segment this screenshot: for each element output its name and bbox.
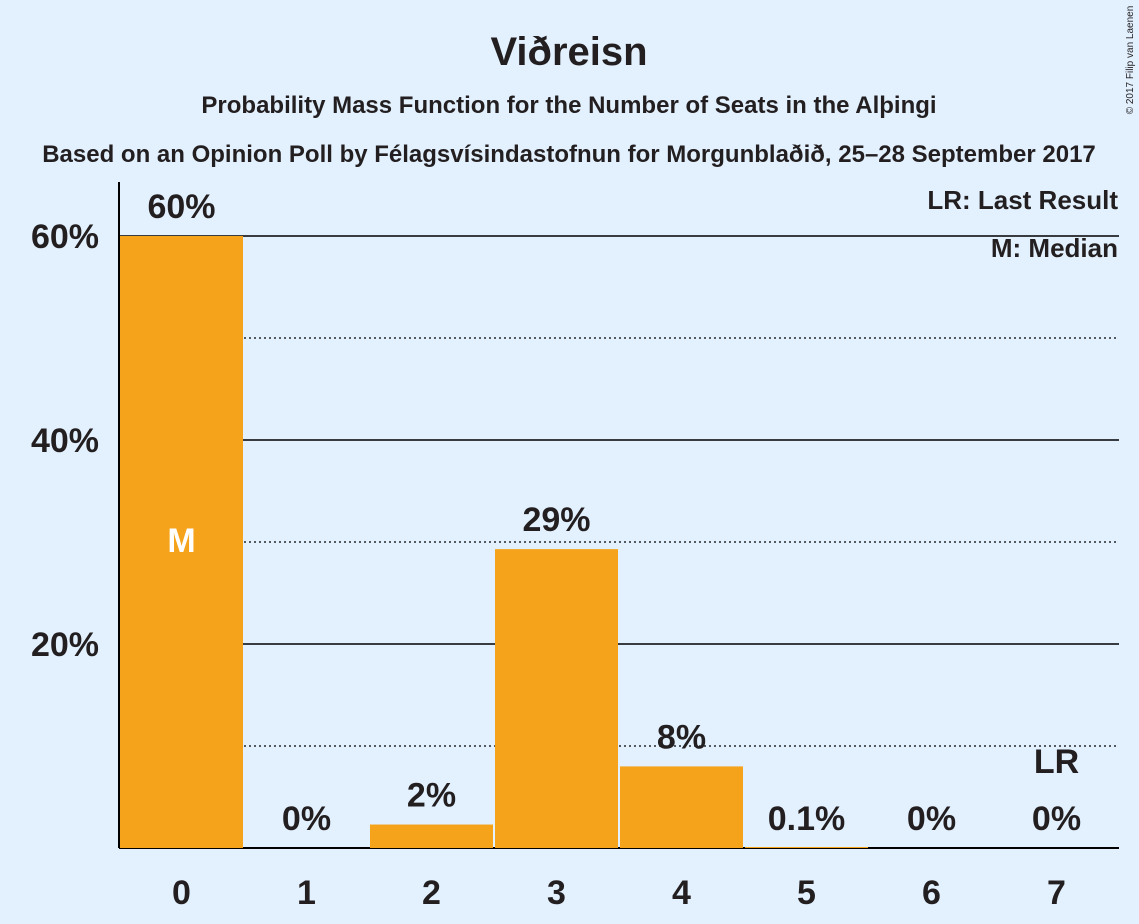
x-tick-5: 5 bbox=[797, 874, 816, 912]
annotations: M LR bbox=[167, 522, 1079, 781]
last-result-marker: LR bbox=[1034, 743, 1079, 781]
legend-last-result: LR: Last Result bbox=[927, 185, 1118, 215]
bar-4 bbox=[620, 766, 743, 848]
y-tick-40: 40% bbox=[31, 422, 99, 460]
bar-3 bbox=[495, 549, 618, 848]
bars bbox=[120, 236, 868, 848]
bar-label-0: 60% bbox=[147, 188, 215, 226]
x-tick-2: 2 bbox=[422, 874, 441, 912]
y-tick-20: 20% bbox=[31, 626, 99, 664]
y-tick-labels: 20% 40% 60% bbox=[31, 218, 99, 664]
y-tick-60: 60% bbox=[31, 218, 99, 256]
x-tick-6: 6 bbox=[922, 874, 941, 912]
x-tick-1: 1 bbox=[297, 874, 316, 912]
bar-2 bbox=[370, 824, 493, 848]
bar-0 bbox=[120, 236, 243, 848]
bar-label-1: 0% bbox=[282, 800, 331, 838]
median-marker: M bbox=[167, 522, 195, 560]
bar-label-5: 0.1% bbox=[768, 800, 846, 838]
gridlines bbox=[119, 235, 1119, 747]
copyright-notice: © 2017 Filip van Laenen bbox=[1125, 6, 1136, 115]
axes bbox=[118, 182, 1119, 849]
bar-label-6: 0% bbox=[907, 800, 956, 838]
bar-value-labels: 60% 0% 2% 29% 8% 0.1% 0% 0% bbox=[147, 188, 1081, 838]
bar-label-4: 8% bbox=[657, 718, 706, 756]
chart-subtitle: Probability Mass Function for the Number… bbox=[201, 92, 936, 119]
bar-label-2: 2% bbox=[407, 777, 456, 815]
bar-label-7: 0% bbox=[1032, 800, 1081, 838]
bar-label-3: 29% bbox=[522, 501, 590, 539]
x-tick-0: 0 bbox=[172, 874, 191, 912]
x-tick-3: 3 bbox=[547, 874, 566, 912]
x-tick-4: 4 bbox=[672, 874, 691, 912]
legend-median: M: Median bbox=[991, 233, 1118, 263]
chart-title: Viðreisn bbox=[490, 30, 647, 74]
chart-source: Based on an Opinion Poll by Félagsvísind… bbox=[42, 141, 1096, 168]
bar-5 bbox=[745, 846, 868, 848]
x-tick-7: 7 bbox=[1047, 874, 1066, 912]
x-tick-labels: 0 1 2 3 4 5 6 7 bbox=[172, 874, 1066, 912]
